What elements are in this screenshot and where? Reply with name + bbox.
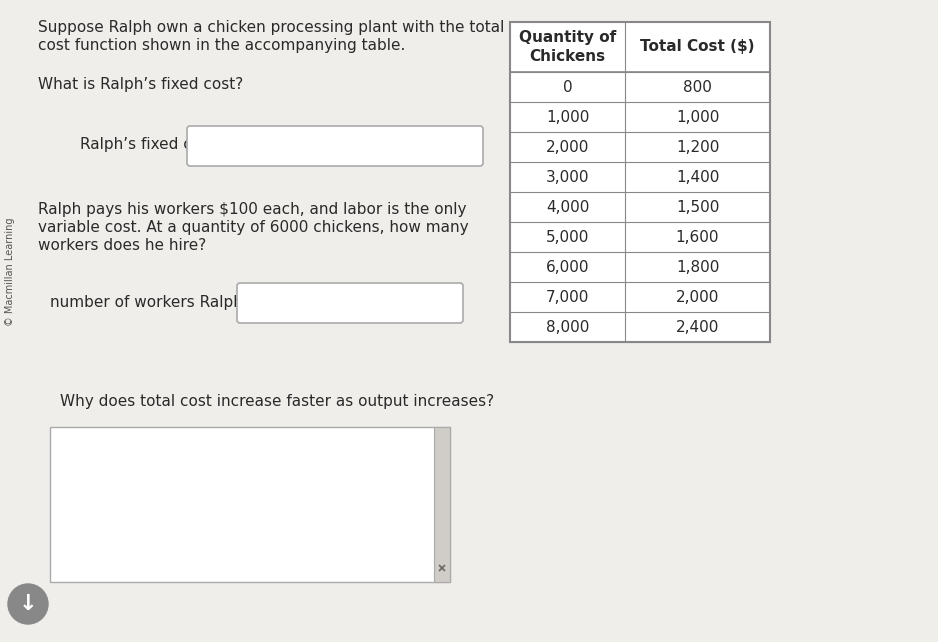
Text: 1,500: 1,500 (675, 200, 719, 214)
Text: cost function shown in the accompanying table.: cost function shown in the accompanying … (38, 38, 405, 53)
Text: 1,000: 1,000 (675, 110, 719, 125)
Text: 2,000: 2,000 (675, 290, 719, 304)
Text: 0: 0 (563, 80, 572, 94)
Text: Total Cost ($): Total Cost ($) (641, 40, 755, 55)
Text: 800: 800 (683, 80, 712, 94)
Text: Why does total cost increase faster as output increases?: Why does total cost increase faster as o… (60, 394, 494, 409)
Text: number of workers Ralph hires:: number of workers Ralph hires: (50, 295, 290, 309)
Text: 1,600: 1,600 (675, 229, 719, 245)
Text: Ralph pays his workers $100 each, and labor is the only: Ralph pays his workers $100 each, and la… (38, 202, 466, 217)
Text: ↓: ↓ (19, 594, 38, 614)
Text: 8,000: 8,000 (546, 320, 589, 334)
Text: workers does he hire?: workers does he hire? (38, 238, 206, 253)
FancyBboxPatch shape (50, 427, 450, 582)
FancyBboxPatch shape (237, 283, 463, 323)
Text: 6,000: 6,000 (546, 259, 589, 275)
Text: variable cost. At a quantity of 6000 chickens, how many: variable cost. At a quantity of 6000 chi… (38, 220, 469, 235)
Text: 1,800: 1,800 (675, 259, 719, 275)
Text: Suppose Ralph own a chicken processing plant with the total: Suppose Ralph own a chicken processing p… (38, 20, 505, 35)
Text: 5,000: 5,000 (546, 229, 589, 245)
Text: © Macmillan Learning: © Macmillan Learning (5, 218, 15, 326)
Text: 2,000: 2,000 (546, 139, 589, 155)
Circle shape (8, 584, 48, 624)
Text: 3,000: 3,000 (546, 169, 589, 184)
Text: 1,200: 1,200 (675, 139, 719, 155)
Text: 7,000: 7,000 (546, 290, 589, 304)
Text: 1,400: 1,400 (675, 169, 719, 184)
Text: Quantity of
Chickens: Quantity of Chickens (519, 30, 616, 64)
Text: What is Ralph’s fixed cost?: What is Ralph’s fixed cost? (38, 77, 243, 92)
Text: Ralph’s fixed cost: $: Ralph’s fixed cost: $ (80, 137, 234, 153)
Text: 1,000: 1,000 (546, 110, 589, 125)
FancyBboxPatch shape (434, 427, 450, 582)
Text: 2,400: 2,400 (675, 320, 719, 334)
FancyBboxPatch shape (187, 126, 483, 166)
FancyBboxPatch shape (510, 22, 770, 342)
Text: 4,000: 4,000 (546, 200, 589, 214)
